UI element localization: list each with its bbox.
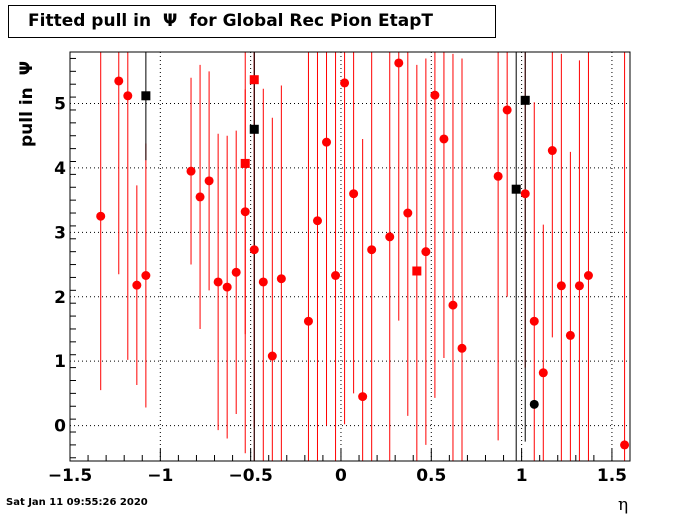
data-point [195,192,205,202]
data-point [493,171,503,181]
data-point [385,232,395,242]
y-tick-label: 0 [54,417,66,437]
data-point-square [520,95,530,105]
data-point [367,245,377,255]
data-point [448,300,458,310]
data-point [123,91,133,101]
data-point-square [249,75,259,85]
data-point [349,189,359,199]
data-point [421,247,431,257]
data-point-square [240,158,250,168]
data-point [340,78,350,88]
data-point [556,281,566,291]
data-point [132,280,142,290]
data-point [565,330,575,340]
data-point [394,58,404,68]
chart-title: Fitted pull in Ψ for Global Rec Pion Eta… [8,5,496,38]
data-point [96,211,106,221]
data-point [114,76,124,86]
data-point [186,166,196,176]
y-tick-label: 3 [54,223,66,243]
data-point [213,277,223,287]
data-point [322,137,332,147]
data-point [538,368,548,378]
data-point [204,176,214,186]
data-point [547,146,557,156]
x-axis-label: η [618,495,629,515]
y-tick-label: 4 [54,159,66,179]
data-point [312,216,322,226]
y-tick-label: 5 [54,95,66,115]
y-tick-label: 1 [54,352,66,372]
data-point [403,208,413,218]
data-point [529,316,539,326]
data-point [620,440,630,450]
data-point [583,271,593,281]
x-tick-label: 0.5 [416,466,446,486]
data-point [267,351,277,361]
data-point [430,90,440,100]
x-tick-label: 1.5 [597,466,627,486]
data-point [502,105,512,115]
x-tick-label: −0.5 [228,466,272,486]
data-point [303,316,313,326]
data-point [240,207,250,217]
data-point [231,267,241,277]
data-point [141,271,151,281]
data-point [331,271,341,281]
x-tick-label: 1 [516,466,528,486]
x-tick-label: 0 [335,466,347,486]
data-point [520,189,530,199]
data-point-square [511,184,521,194]
data-point-square [141,91,151,101]
data-point-square [249,124,259,134]
data-point [457,343,467,353]
data-point-square [412,266,422,276]
y-tick-label: 2 [54,288,66,308]
data-point [276,274,286,284]
data-point [258,277,268,287]
data-point [358,392,368,402]
plot-frame [69,51,631,462]
x-tick-label: −1 [147,466,173,486]
data-point [222,282,232,292]
timestamp-footer: Sat Jan 11 09:55:26 2020 [6,497,148,508]
x-tick-label: −1.5 [48,466,92,486]
data-point [574,281,584,291]
data-point [529,399,539,409]
data-point [439,134,449,144]
data-point [249,245,259,255]
